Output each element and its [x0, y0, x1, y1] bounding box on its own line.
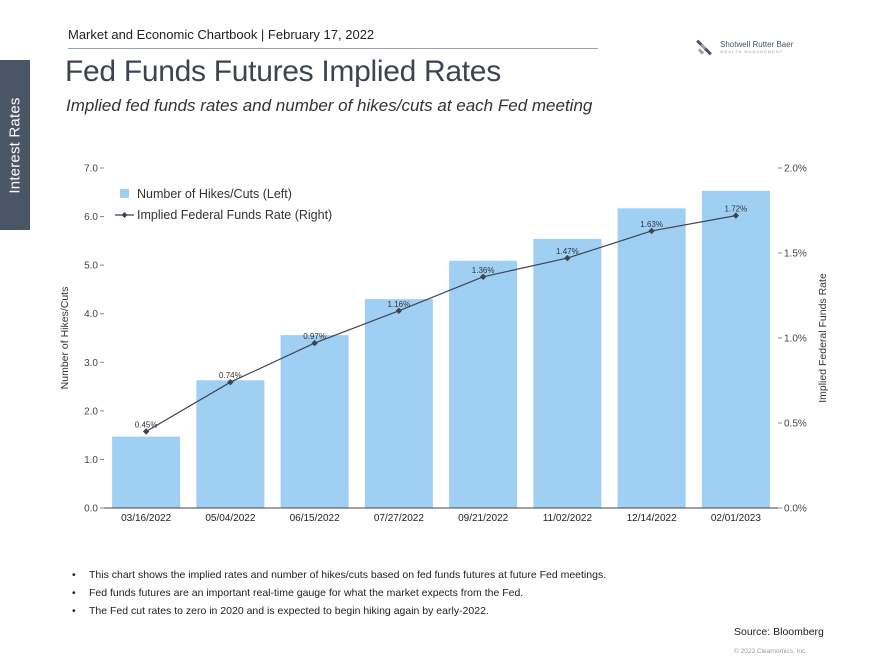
legend-label: Implied Federal Funds Rate (Right)	[137, 208, 332, 222]
page-title: Fed Funds Futures Implied Rates	[65, 55, 501, 88]
data-label: 1.72%	[725, 205, 748, 214]
y-tick-label: 0.0	[84, 504, 98, 515]
rate-line	[145, 215, 736, 433]
line-point	[564, 254, 571, 262]
bar	[280, 335, 349, 508]
line-point	[395, 307, 403, 314]
data-label: 0.97%	[303, 332, 326, 341]
x-tick-label: 06/15/2022	[290, 513, 340, 524]
note-text: This chart shows the implied rates and n…	[89, 569, 607, 581]
x-tick-label: 11/02/2022	[543, 513, 593, 524]
y-tick-label: 7.0	[84, 164, 98, 175]
x-tick-label: 02/01/2023	[711, 513, 761, 524]
source-label: Source: Bloomberg	[734, 626, 824, 638]
x-tick-label: 05/04/2022	[205, 513, 255, 524]
bar	[701, 190, 770, 509]
note-item: • Fed funds futures are an important real…	[70, 587, 630, 600]
notes-list: • This chart shows the implied rates and …	[70, 569, 630, 623]
chartbook-header: Market and Economic Chartbook | February…	[68, 27, 598, 49]
x-tick-label: 03/16/2022	[121, 513, 171, 524]
line-point	[142, 428, 150, 435]
page-subtitle: Implied fed funds rates and number of hi…	[66, 96, 593, 115]
bar	[533, 238, 602, 508]
y2-tick-label: 2.0%	[784, 164, 807, 175]
bar	[364, 299, 433, 508]
y-tick-label: 4.0	[84, 309, 98, 320]
note-text: The Fed cut rates to zero in 2020 and is…	[89, 605, 489, 617]
data-label: 1.36%	[472, 266, 495, 275]
bar	[196, 380, 265, 508]
x-tick-label: 09/21/2022	[458, 513, 508, 524]
line-point	[732, 212, 740, 219]
legend-label: Number of Hikes/Cuts (Left)	[137, 187, 292, 201]
y2-tick-label: 1.0%	[784, 334, 807, 345]
y2-axis-title: Implied Federal Funds Rate	[817, 273, 829, 403]
note-text: Fed funds futures are an important real-…	[89, 587, 524, 599]
bullet-icon: •	[72, 587, 76, 599]
x-tick-label: 12/14/2022	[627, 513, 677, 524]
section-tab: Interest Rates	[0, 60, 30, 230]
y-tick-label: 1.0	[84, 455, 98, 466]
line-point	[227, 379, 234, 386]
data-label: 1.47%	[556, 247, 579, 256]
bar	[112, 436, 181, 508]
note-item: • The Fed cut rates to zero in 2020 and i…	[70, 605, 630, 618]
fed-funds-chart: 0.0 1.0 2.0 3.0 4.0 5.0 6.0 7.0 0.0% 0.5% 1.0% 1.5%…	[59, 164, 829, 525]
line-point	[648, 227, 655, 235]
data-label: 1.16%	[388, 300, 411, 309]
y2-tick-label: 1.5%	[784, 249, 807, 260]
y2-tick-label: 0.5%	[784, 419, 807, 430]
y2-tick-label: 0.0%	[784, 504, 807, 515]
copyright-label: © 2022 Clearnomics, Inc.	[734, 648, 808, 655]
data-label: 1.63%	[640, 220, 663, 229]
bar	[449, 260, 518, 508]
line-point	[311, 339, 318, 347]
y-tick-label: 6.0	[84, 212, 98, 223]
data-label: 0.74%	[219, 371, 242, 380]
logo-name: Shotwell Rutter Baer	[720, 40, 794, 49]
legend-swatch-bar	[120, 189, 129, 198]
bullet-icon: •	[72, 605, 76, 617]
data-label: 0.45%	[135, 421, 158, 430]
note-item: • This chart shows the implied rates and …	[70, 569, 630, 582]
logo-icon	[696, 39, 712, 56]
logo-subtitle: WEALTH MANAGEMENT	[720, 49, 784, 54]
company-logo: Shotwell Rutter Baer WEALTH MANAGEMENT	[694, 34, 814, 60]
line-point	[479, 273, 487, 280]
y-axis-title: Number of Hikes/Cuts	[59, 287, 71, 390]
y-tick-label: 5.0	[84, 261, 98, 272]
y-tick-label: 3.0	[84, 358, 98, 369]
y-tick-label: 2.0	[84, 406, 98, 417]
bullet-icon: •	[72, 569, 76, 581]
legend-marker	[121, 212, 128, 218]
bar	[617, 208, 686, 509]
x-tick-label: 07/27/2022	[374, 513, 424, 524]
